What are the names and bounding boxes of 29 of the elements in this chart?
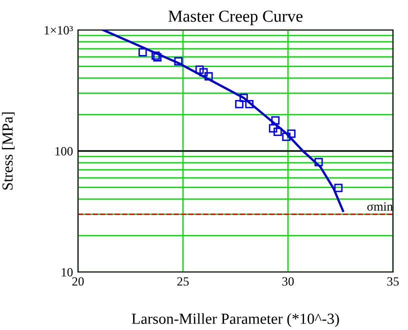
point [245,100,254,108]
point [268,124,278,132]
point [235,100,244,108]
point [314,158,323,166]
point [274,128,282,136]
point [138,48,147,56]
point [152,51,160,60]
y-tick-label: 10 [62,268,73,276]
point [287,130,296,138]
x-tick-label: 25 [177,277,189,286]
y-tick-label: 100 [55,147,73,156]
ref-line-label: σmin [367,202,393,211]
point [271,116,280,125]
chart-title: Master Creep Curve [168,10,302,26]
point [153,53,162,62]
y-tick-label: 1×10³ [44,26,73,34]
x-tick-label: 35 [387,277,399,286]
point [199,68,208,76]
point [282,132,290,141]
point [195,66,204,74]
x-axis-title: Larson-Miller Parameter (*10^-3) [132,313,339,328]
line-series [102,30,344,212]
y-axis-title: Stress [MPa] [2,112,15,190]
point [334,184,343,192]
point [204,72,213,81]
x-tick-label: 30 [282,277,294,286]
point [174,57,183,66]
point [240,94,248,102]
x-tick-label: 20 [72,277,84,286]
